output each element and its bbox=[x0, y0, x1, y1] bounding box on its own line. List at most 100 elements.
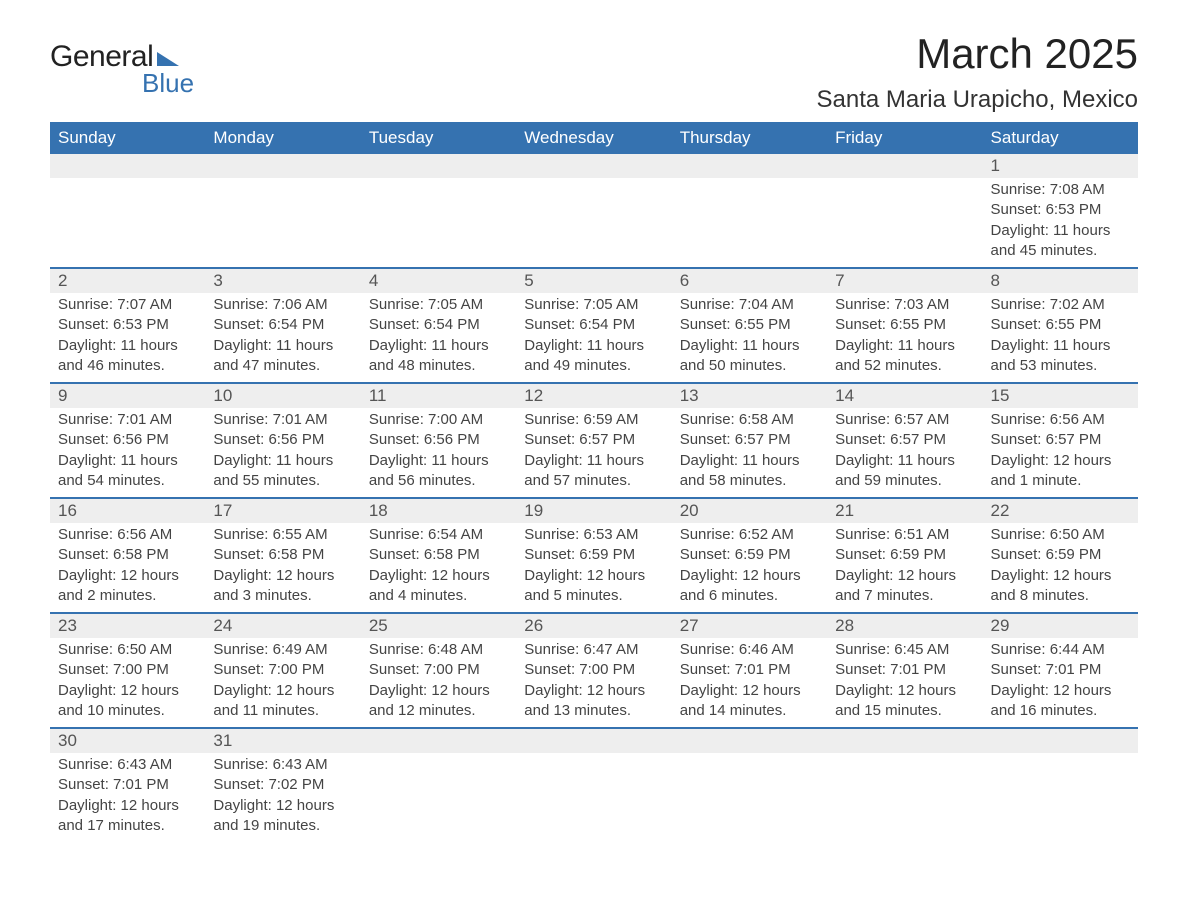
sunrise-line: Sunrise: 6:50 AM bbox=[991, 525, 1130, 545]
sunrise-line: Sunrise: 6:58 AM bbox=[680, 410, 819, 430]
sunrise-line: Sunrise: 6:57 AM bbox=[835, 410, 974, 430]
day-number-cell: 23 bbox=[50, 613, 205, 638]
daylight-line: Daylight: 12 hours and 12 minutes. bbox=[369, 681, 508, 722]
day-data-cell: Sunrise: 6:52 AMSunset: 6:59 PMDaylight:… bbox=[672, 523, 827, 613]
daylight-line: Daylight: 12 hours and 1 minute. bbox=[991, 451, 1130, 492]
sunrise-line: Sunrise: 6:56 AM bbox=[991, 410, 1130, 430]
day-number-cell: 24 bbox=[205, 613, 360, 638]
day-number-row: 16171819202122 bbox=[50, 498, 1138, 523]
day-data-cell bbox=[672, 178, 827, 268]
sunrise-line: Sunrise: 7:05 AM bbox=[524, 295, 663, 315]
day-data-cell: Sunrise: 7:01 AMSunset: 6:56 PMDaylight:… bbox=[50, 408, 205, 498]
day-number-cell: 10 bbox=[205, 383, 360, 408]
day-data-cell: Sunrise: 6:57 AMSunset: 6:57 PMDaylight:… bbox=[827, 408, 982, 498]
day-data-cell: Sunrise: 7:03 AMSunset: 6:55 PMDaylight:… bbox=[827, 293, 982, 383]
sunset-line: Sunset: 6:58 PM bbox=[369, 545, 508, 565]
day-number-cell: 26 bbox=[516, 613, 671, 638]
day-number: 3 bbox=[213, 271, 222, 290]
sunrise-line: Sunrise: 7:00 AM bbox=[369, 410, 508, 430]
sunrise-line: Sunrise: 6:43 AM bbox=[213, 755, 352, 775]
day-number-cell: 21 bbox=[827, 498, 982, 523]
day-number-cell: 27 bbox=[672, 613, 827, 638]
daylight-line: Daylight: 12 hours and 8 minutes. bbox=[991, 566, 1130, 607]
sunrise-line: Sunrise: 7:01 AM bbox=[213, 410, 352, 430]
day-data-row: Sunrise: 6:43 AMSunset: 7:01 PMDaylight:… bbox=[50, 753, 1138, 842]
day-number: 7 bbox=[835, 271, 844, 290]
day-number: 11 bbox=[369, 386, 387, 405]
daylight-line: Daylight: 12 hours and 4 minutes. bbox=[369, 566, 508, 607]
day-number: 1 bbox=[991, 156, 1000, 175]
sunrise-line: Sunrise: 6:59 AM bbox=[524, 410, 663, 430]
sunrise-line: Sunrise: 7:02 AM bbox=[991, 295, 1130, 315]
logo: General Blue bbox=[50, 40, 194, 99]
day-data-cell: Sunrise: 6:47 AMSunset: 7:00 PMDaylight:… bbox=[516, 638, 671, 728]
day-number: 22 bbox=[991, 501, 1010, 520]
sunset-line: Sunset: 6:58 PM bbox=[213, 545, 352, 565]
weekday-header: Thursday bbox=[672, 122, 827, 154]
daylight-line: Daylight: 11 hours and 58 minutes. bbox=[680, 451, 819, 492]
day-number: 20 bbox=[680, 501, 699, 520]
daylight-line: Daylight: 12 hours and 11 minutes. bbox=[213, 681, 352, 722]
day-data-cell: Sunrise: 6:44 AMSunset: 7:01 PMDaylight:… bbox=[983, 638, 1138, 728]
day-number: 10 bbox=[213, 386, 232, 405]
day-number-cell: 3 bbox=[205, 268, 360, 293]
day-number: 29 bbox=[991, 616, 1010, 635]
sunset-line: Sunset: 6:54 PM bbox=[524, 315, 663, 335]
daylight-line: Daylight: 11 hours and 56 minutes. bbox=[369, 451, 508, 492]
day-number-cell bbox=[361, 154, 516, 178]
sunset-line: Sunset: 6:57 PM bbox=[835, 430, 974, 450]
day-data-cell: Sunrise: 6:56 AMSunset: 6:58 PMDaylight:… bbox=[50, 523, 205, 613]
day-number: 4 bbox=[369, 271, 378, 290]
day-number: 14 bbox=[835, 386, 854, 405]
day-number: 15 bbox=[991, 386, 1010, 405]
day-number-cell: 19 bbox=[516, 498, 671, 523]
sunset-line: Sunset: 6:56 PM bbox=[369, 430, 508, 450]
calendar-table: Sunday Monday Tuesday Wednesday Thursday… bbox=[50, 122, 1138, 842]
day-data-cell bbox=[827, 753, 982, 842]
day-data-cell: Sunrise: 6:45 AMSunset: 7:01 PMDaylight:… bbox=[827, 638, 982, 728]
day-number-cell: 8 bbox=[983, 268, 1138, 293]
sunset-line: Sunset: 7:01 PM bbox=[58, 775, 197, 795]
daylight-line: Daylight: 11 hours and 52 minutes. bbox=[835, 336, 974, 377]
sunset-line: Sunset: 6:54 PM bbox=[369, 315, 508, 335]
daylight-line: Daylight: 12 hours and 3 minutes. bbox=[213, 566, 352, 607]
weekday-header: Friday bbox=[827, 122, 982, 154]
title-block: March 2025 Santa Maria Urapicho, Mexico bbox=[817, 30, 1138, 114]
day-number-cell bbox=[361, 728, 516, 753]
sunrise-line: Sunrise: 6:48 AM bbox=[369, 640, 508, 660]
day-number: 23 bbox=[58, 616, 77, 635]
sunset-line: Sunset: 7:00 PM bbox=[524, 660, 663, 680]
day-number-cell: 28 bbox=[827, 613, 982, 638]
daylight-line: Daylight: 12 hours and 13 minutes. bbox=[524, 681, 663, 722]
day-number-cell: 5 bbox=[516, 268, 671, 293]
daylight-line: Daylight: 11 hours and 45 minutes. bbox=[991, 221, 1130, 262]
day-number-cell: 22 bbox=[983, 498, 1138, 523]
sunrise-line: Sunrise: 6:52 AM bbox=[680, 525, 819, 545]
daylight-line: Daylight: 11 hours and 53 minutes. bbox=[991, 336, 1130, 377]
day-number-cell: 16 bbox=[50, 498, 205, 523]
day-data-cell bbox=[361, 178, 516, 268]
sunrise-line: Sunrise: 7:08 AM bbox=[991, 180, 1130, 200]
day-data-cell: Sunrise: 6:56 AMSunset: 6:57 PMDaylight:… bbox=[983, 408, 1138, 498]
day-number-cell: 20 bbox=[672, 498, 827, 523]
day-data-cell: Sunrise: 6:50 AMSunset: 6:59 PMDaylight:… bbox=[983, 523, 1138, 613]
sunset-line: Sunset: 6:57 PM bbox=[524, 430, 663, 450]
day-number-cell: 9 bbox=[50, 383, 205, 408]
day-number-row: 3031 bbox=[50, 728, 1138, 753]
sunset-line: Sunset: 7:00 PM bbox=[58, 660, 197, 680]
sunrise-line: Sunrise: 6:45 AM bbox=[835, 640, 974, 660]
day-data-cell: Sunrise: 6:49 AMSunset: 7:00 PMDaylight:… bbox=[205, 638, 360, 728]
sunset-line: Sunset: 7:01 PM bbox=[835, 660, 974, 680]
day-data-cell: Sunrise: 6:51 AMSunset: 6:59 PMDaylight:… bbox=[827, 523, 982, 613]
day-number-row: 2345678 bbox=[50, 268, 1138, 293]
day-data-cell bbox=[983, 753, 1138, 842]
day-data-cell bbox=[361, 753, 516, 842]
sunset-line: Sunset: 6:55 PM bbox=[991, 315, 1130, 335]
logo-text-blue: Blue bbox=[142, 68, 194, 99]
day-data-cell: Sunrise: 7:06 AMSunset: 6:54 PMDaylight:… bbox=[205, 293, 360, 383]
sunset-line: Sunset: 7:02 PM bbox=[213, 775, 352, 795]
page-header: General Blue March 2025 Santa Maria Urap… bbox=[50, 30, 1138, 114]
logo-text-general: General bbox=[50, 40, 153, 74]
sunrise-line: Sunrise: 7:03 AM bbox=[835, 295, 974, 315]
day-data-row: Sunrise: 7:08 AMSunset: 6:53 PMDaylight:… bbox=[50, 178, 1138, 268]
